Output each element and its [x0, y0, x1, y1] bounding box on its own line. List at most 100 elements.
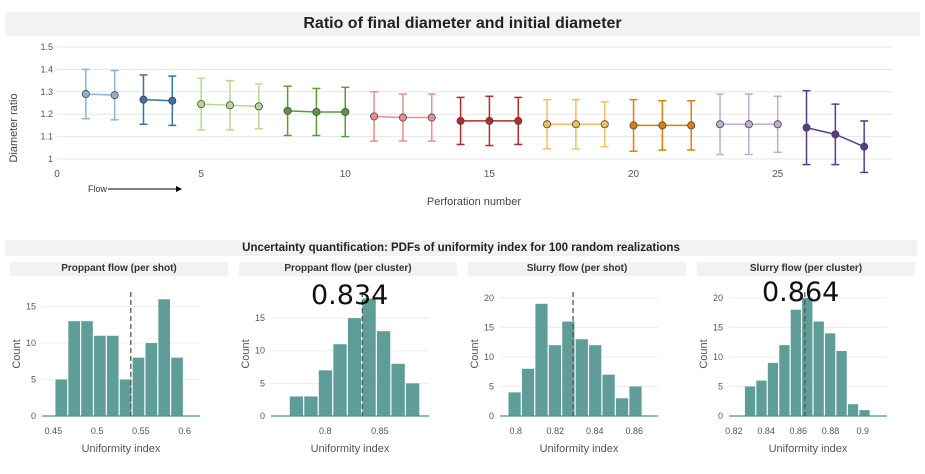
top-y-tick-label: 1.2: [40, 109, 53, 119]
histogram-bar: [548, 345, 562, 416]
series-line: [287, 110, 317, 113]
histogram-bar: [405, 383, 420, 416]
data-point: [744, 120, 753, 129]
hist-x-tick-label: 0.8: [319, 426, 332, 436]
data-point: [398, 113, 407, 122]
subplot-title-slurry-shot: Slurry flow (per shot): [468, 262, 686, 276]
top-y-tick-label: 1.1: [40, 132, 53, 142]
histogram-bar: [376, 331, 391, 416]
data-point: [110, 91, 119, 100]
histogram-bar: [158, 299, 171, 416]
top-y-axis-label: Diameter ratio: [8, 93, 20, 162]
data-point: [571, 120, 580, 129]
series-line: [806, 126, 836, 136]
histogram-bar: [767, 362, 779, 416]
hist-y-tick-label: 20: [713, 293, 723, 303]
hist-x-tick-label: 0.6: [178, 426, 191, 436]
top-y-tick-label: 1.5: [40, 42, 53, 52]
hist-y-tick-label: 15: [26, 302, 36, 312]
histogram-bar: [535, 303, 548, 416]
histogram-bar: [744, 386, 756, 416]
proppant-cluster-mean-annotation: 0.834: [311, 280, 389, 311]
histogram-bar: [521, 368, 535, 416]
data-point: [543, 120, 552, 129]
histogram-bar: [602, 374, 615, 416]
histogram-bar: [629, 386, 642, 416]
series-line: [835, 133, 865, 148]
histogram-bar: [562, 321, 575, 416]
histogram-bar: [756, 380, 767, 416]
hist-y-tick-label: 5: [718, 381, 723, 391]
histogram-bar: [68, 321, 80, 416]
hist-y-tick-label: 5: [31, 375, 36, 385]
data-point: [600, 120, 609, 129]
hist-x-axis-label: Uniformity index: [769, 443, 848, 455]
hist-y-tick-label: 15: [484, 322, 494, 332]
series-line: [85, 93, 115, 96]
flow-label: Flow: [88, 184, 108, 194]
top-y-tick-label: 1: [48, 154, 53, 164]
hist-x-tick-label: 0.86: [790, 426, 808, 436]
histogram-bar: [132, 357, 145, 416]
histogram-bar: [171, 357, 183, 416]
hist-x-tick-label: 0.9: [857, 426, 870, 436]
hist-y-axis-label: Count: [11, 339, 23, 368]
hist-x-tick-label: 0.85: [371, 426, 389, 436]
flow-arrow-head: [176, 186, 182, 192]
top-x-tick-label: 10: [340, 169, 352, 180]
series-line: [143, 98, 173, 102]
hist-x-tick-label: 0.5: [91, 426, 104, 436]
data-point: [629, 121, 638, 130]
top-x-tick-label: 15: [484, 169, 496, 180]
histogram-bar: [779, 345, 790, 416]
histogram-bar: [119, 379, 132, 416]
top-y-tick-label: 1.4: [40, 64, 53, 74]
hist-x-tick-label: 0.82: [547, 426, 565, 436]
data-point: [427, 113, 436, 122]
hist-x-axis-label: Uniformity index: [540, 443, 619, 455]
top-x-axis-label: Perforation number: [427, 196, 521, 208]
data-point: [802, 123, 811, 132]
data-point: [456, 116, 465, 125]
hist-y-tick-label: 10: [713, 352, 723, 362]
histogram-bar: [847, 404, 859, 416]
hist-y-tick-label: 20: [484, 293, 494, 303]
series-line: [201, 103, 230, 106]
data-point: [716, 120, 725, 129]
hist-x-tick-label: 0.45: [45, 426, 63, 436]
hist-x-tick-label: 0.82: [725, 426, 743, 436]
histogram-bar: [813, 321, 824, 416]
hist-y-axis-label: Count: [240, 339, 252, 368]
hist-x-tick-label: 0.88: [822, 426, 840, 436]
data-point: [860, 142, 869, 151]
histogram-bar: [508, 392, 521, 416]
hist-y-tick-label: 10: [255, 346, 265, 356]
hist-x-tick-label: 0.84: [757, 426, 775, 436]
histogram-bar: [859, 410, 870, 416]
hist-y-tick-label: 0: [489, 411, 494, 421]
histogram-bar: [318, 370, 333, 416]
hist-y-tick-label: 0: [31, 411, 36, 421]
histogram-bar: [347, 318, 362, 416]
data-point: [139, 95, 148, 104]
slurry-cluster-mean-annotation: 0.864: [762, 277, 840, 308]
histogram-bar: [333, 344, 347, 416]
hist-x-tick-label: 0.86: [626, 426, 644, 436]
data-point: [687, 121, 696, 130]
data-point: [81, 90, 90, 99]
data-point: [485, 116, 494, 125]
histogram-bar: [825, 333, 836, 416]
top-x-tick-label: 5: [198, 169, 204, 180]
histogram-bar: [106, 335, 119, 416]
hist-x-axis-label: Uniformity index: [311, 443, 390, 455]
data-point: [514, 116, 523, 125]
hist-y-tick-label: 5: [260, 378, 265, 388]
hist-x-tick-label: 0.8: [510, 426, 523, 436]
subplot-title-proppant-cluster: Proppant flow (per cluster): [239, 262, 457, 276]
histogram-bar: [836, 351, 847, 416]
histogram-slurry-cluster: 0 5 10 15 20 0.82 0.84 0.86 0.88 0.9 Count Uniformi…: [698, 292, 887, 455]
data-point: [225, 101, 234, 110]
hist-x-axis-label: Uniformity index: [82, 443, 161, 455]
hist-y-tick-label: 15: [255, 313, 265, 323]
histogram-bar: [615, 398, 629, 416]
